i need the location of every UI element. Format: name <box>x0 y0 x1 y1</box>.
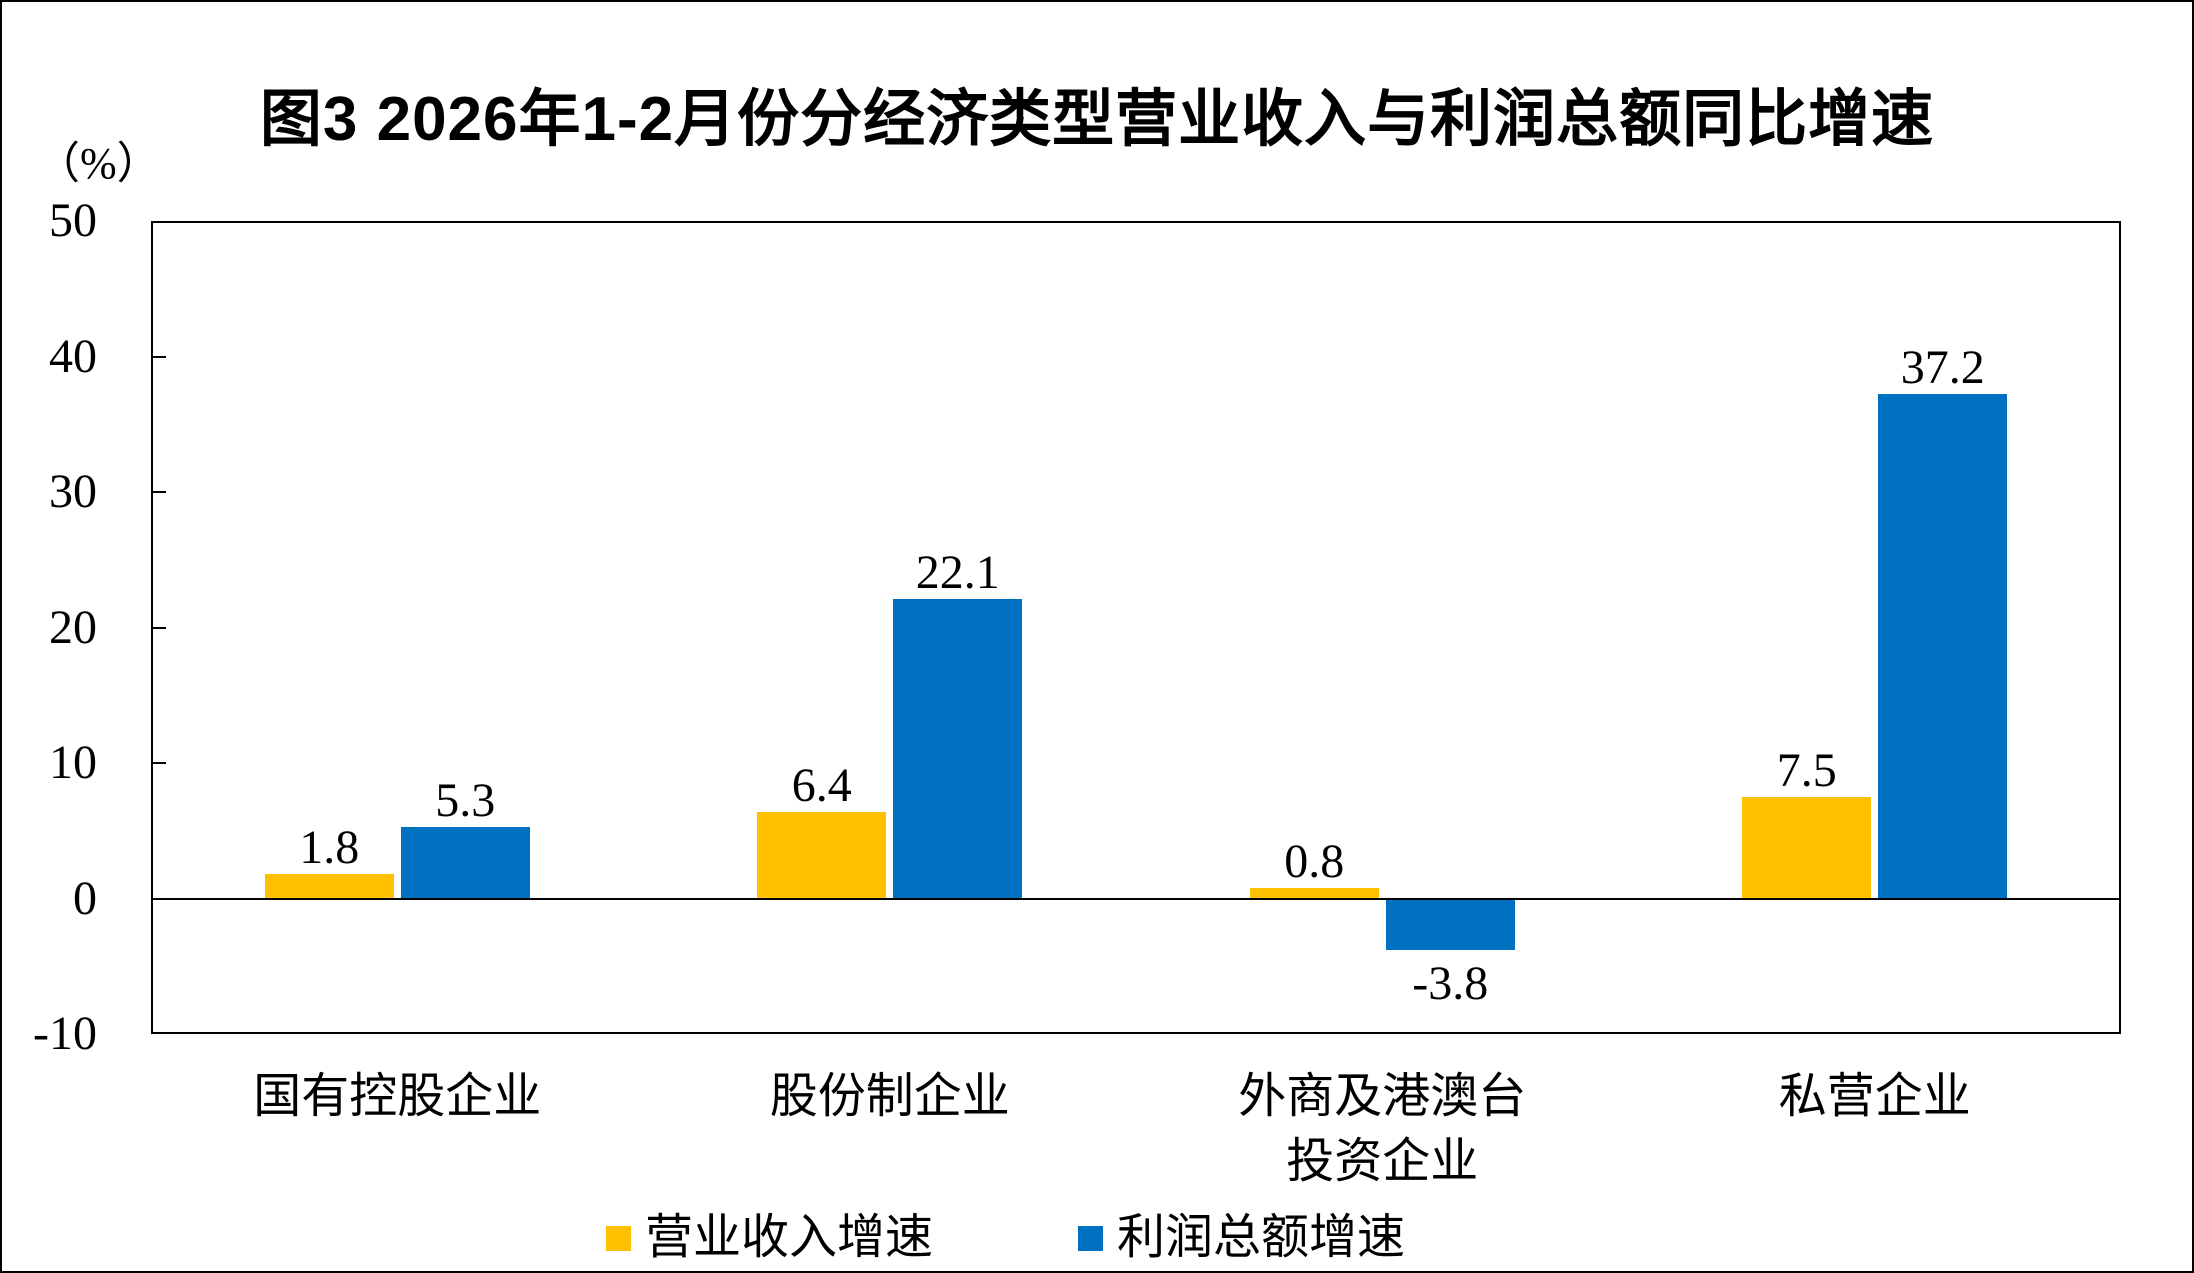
category-label: 国有控股企业 <box>253 1070 542 1123</box>
bar-value-label: 1.8 <box>299 821 360 875</box>
bar-value-label: 0.8 <box>1284 834 1345 888</box>
y-axis-tick-label: -10 <box>33 1007 97 1060</box>
bar-value-label: 37.2 <box>1900 341 1985 395</box>
bar-利润总额增速-国有控股企业 <box>400 826 530 899</box>
legend-item: 利润总额增速 <box>1078 1214 1405 1262</box>
bar-value-label: 7.5 <box>1776 743 1837 797</box>
bar-利润总额增速-外商及港澳台 <box>1385 898 1515 950</box>
chart-title: 图3 2026年1-2月份分经济类型营业收入与利润总额同比增速 <box>259 85 1935 154</box>
legend-label: 利润总额增速 <box>1117 1211 1406 1264</box>
y-axis-tick-mark <box>153 491 166 493</box>
bar-value-label: 5.3 <box>435 773 496 827</box>
bar-利润总额增速-私营企业 <box>1878 394 2008 899</box>
bar-value-label: -3.8 <box>1412 956 1489 1010</box>
plot-area <box>151 221 2121 1034</box>
bar-营业收入增速-私营企业 <box>1742 796 1872 899</box>
y-axis-tick-label: 50 <box>49 194 97 247</box>
y-axis-tick-mark <box>153 355 166 358</box>
bar-营业收入增速-股份制企业 <box>757 811 887 899</box>
category-label: 私营企业 <box>1778 1070 1971 1123</box>
y-axis-tick-mark <box>153 626 166 629</box>
category-label: 股份制企业 <box>769 1070 1010 1123</box>
y-axis-tick-label: 30 <box>49 465 97 518</box>
bar-value-label: 6.4 <box>791 758 852 812</box>
legend-swatch-icon <box>606 1225 631 1251</box>
bar-营业收入增速-国有控股企业 <box>264 874 394 899</box>
legend: 营业收入增速 利润总额增速 <box>606 1214 1405 1262</box>
category-label: 外商及港澳台 投资企业 <box>1238 1070 1527 1188</box>
y-axis-unit-label: （%） <box>36 139 161 188</box>
bar-利润总额增速-股份制企业 <box>893 599 1023 899</box>
y-axis-tick-label: 10 <box>49 736 97 789</box>
bar-value-label: 22.1 <box>915 546 1000 600</box>
y-axis-tick-label: 40 <box>49 329 97 383</box>
legend-item: 营业收入增速 <box>606 1214 933 1262</box>
legend-swatch-icon <box>1078 1225 1104 1251</box>
y-axis-tick-label: 0 <box>73 871 97 925</box>
bar-营业收入增速-外商及港澳台 <box>1249 887 1379 899</box>
y-axis-tick-label: 20 <box>49 600 97 654</box>
zero-gridline <box>153 897 2119 900</box>
legend-label: 营业收入增速 <box>645 1211 934 1264</box>
y-axis-tick-mark <box>153 762 166 764</box>
